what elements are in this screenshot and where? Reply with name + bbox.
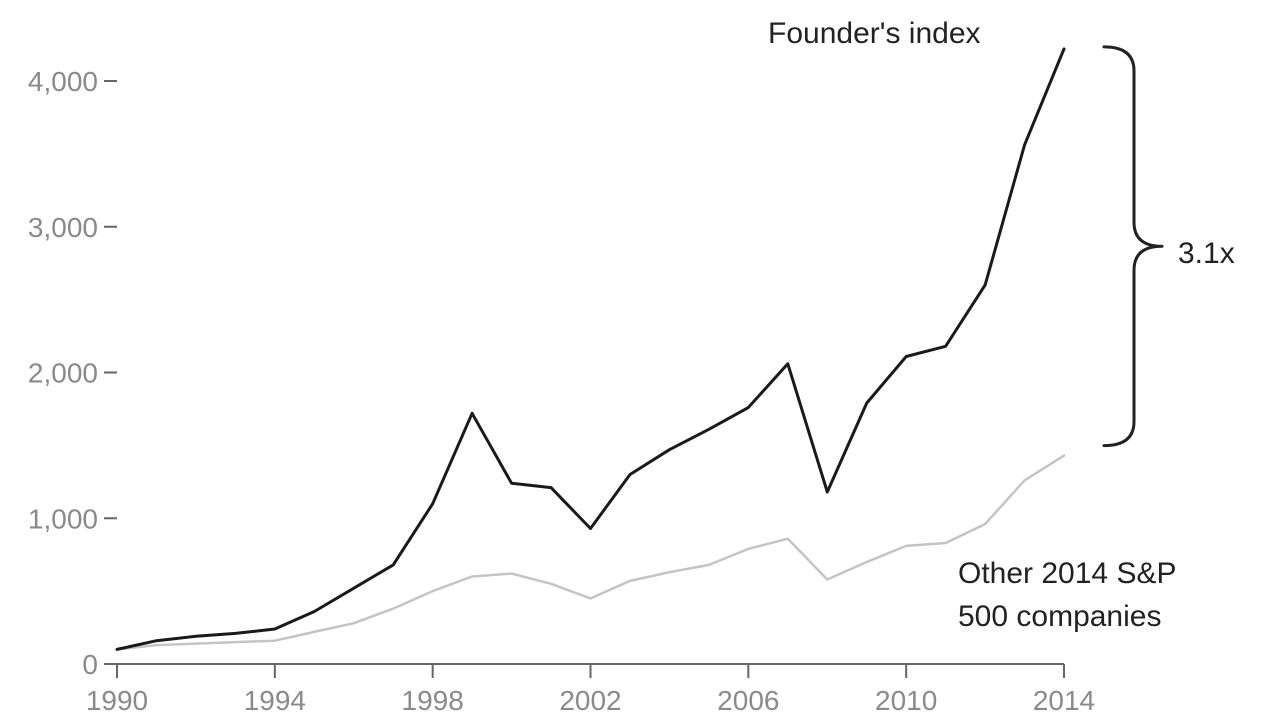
series-lines (115, 47, 1066, 651)
x-axis: 1990 1994 1998 2002 2006 2010 2014 (86, 663, 1095, 716)
x-tick-label: 2006 (717, 685, 779, 716)
series-line-other-companies (115, 454, 1066, 651)
founders-index-label: Founder's index (768, 17, 981, 50)
x-tick-label: 2014 (1033, 685, 1095, 716)
y-tick-label: 2,000 (28, 358, 98, 389)
x-tick-label: 1990 (86, 685, 148, 716)
y-tick-label: 1,000 (28, 503, 98, 534)
difference-brace (1102, 45, 1164, 448)
x-tick-label: 1994 (244, 685, 306, 716)
y-axis: 0 1,000 2,000 3,000 4,000 (28, 66, 117, 680)
y-tick-label: 3,000 (28, 212, 98, 243)
other-companies-label-line2: 500 companies (958, 600, 1161, 633)
y-tick-label: 0 (82, 649, 98, 680)
series-line-founders-index (115, 47, 1066, 651)
x-tick-label: 1998 (402, 685, 464, 716)
multiplier-label: 3.1x (1178, 237, 1235, 270)
x-tick-label: 2010 (875, 685, 937, 716)
other-companies-label-line1: Other 2014 S&P (958, 557, 1176, 590)
y-tick-label: 4,000 (28, 66, 98, 97)
x-tick-label: 2002 (559, 685, 621, 716)
